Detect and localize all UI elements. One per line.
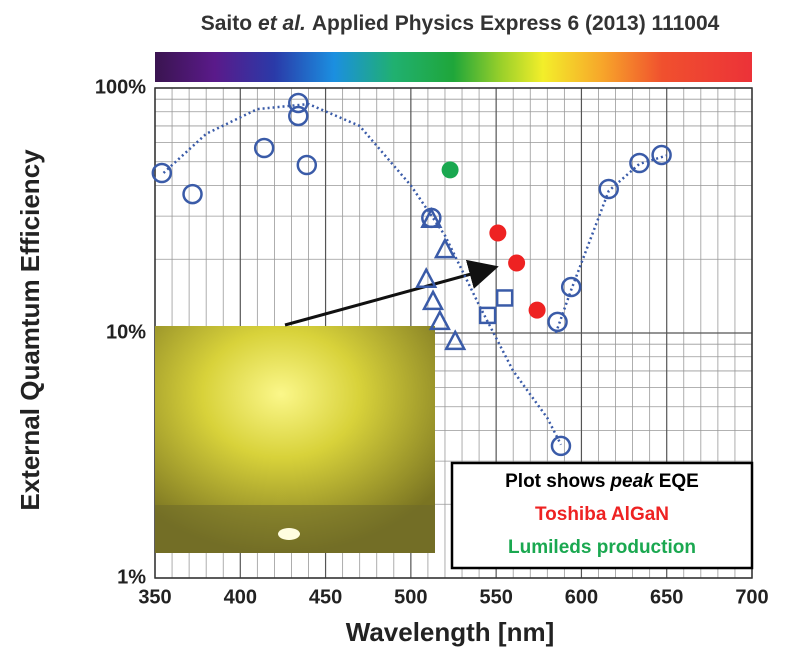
legend-title-part: Plot shows <box>505 471 605 492</box>
legend-title-part: peak <box>609 471 655 492</box>
point <box>446 332 464 349</box>
fit-curve <box>556 156 667 333</box>
legend-entry: Toshiba AlGaN <box>535 504 669 525</box>
point <box>489 224 506 241</box>
y-axis-title: External Quamtum Efficiency <box>15 149 45 511</box>
legend-title-part: EQE <box>659 471 699 492</box>
point <box>562 278 580 296</box>
point <box>417 270 435 287</box>
y-tick-label: 10% <box>106 321 146 343</box>
point <box>600 180 618 198</box>
point <box>289 107 307 125</box>
y-tick-label: 100% <box>95 76 146 98</box>
point <box>653 146 671 164</box>
point <box>298 156 316 174</box>
x-tick-label: 700 <box>735 586 768 608</box>
point <box>552 437 570 455</box>
spectrum-bar <box>155 52 752 82</box>
title-part: Applied Physics Express 6 (2013) 111004 <box>312 12 720 35</box>
point <box>442 161 459 178</box>
x-axis-title: Wavelength [nm] <box>346 617 554 647</box>
point <box>497 290 512 305</box>
x-tick-label: 550 <box>479 586 512 608</box>
y-tick-label: 1% <box>117 566 146 588</box>
title-part: et al. <box>258 12 306 35</box>
point <box>630 154 648 172</box>
x-tick-label: 400 <box>224 586 257 608</box>
x-tick-label: 350 <box>138 586 171 608</box>
point <box>424 292 442 309</box>
x-tick-label: 450 <box>309 586 342 608</box>
point <box>431 312 449 329</box>
legend-entry: Lumileds production <box>508 537 696 558</box>
x-tick-label: 600 <box>565 586 598 608</box>
inset-chip <box>278 528 300 540</box>
x-tick-label: 500 <box>394 586 427 608</box>
point <box>508 255 525 272</box>
title-part: Saito <box>201 12 252 35</box>
point <box>529 302 546 319</box>
page: Saito et al. Applied Physics Express 6 (20… <box>0 0 790 658</box>
chart-title: Saito et al. Applied Physics Express 6 (20… <box>201 12 720 35</box>
point <box>255 139 273 157</box>
chart: Saito et al. Applied Physics Express 6 (20… <box>0 0 790 658</box>
x-tick-label: 650 <box>650 586 683 608</box>
point <box>184 185 202 203</box>
